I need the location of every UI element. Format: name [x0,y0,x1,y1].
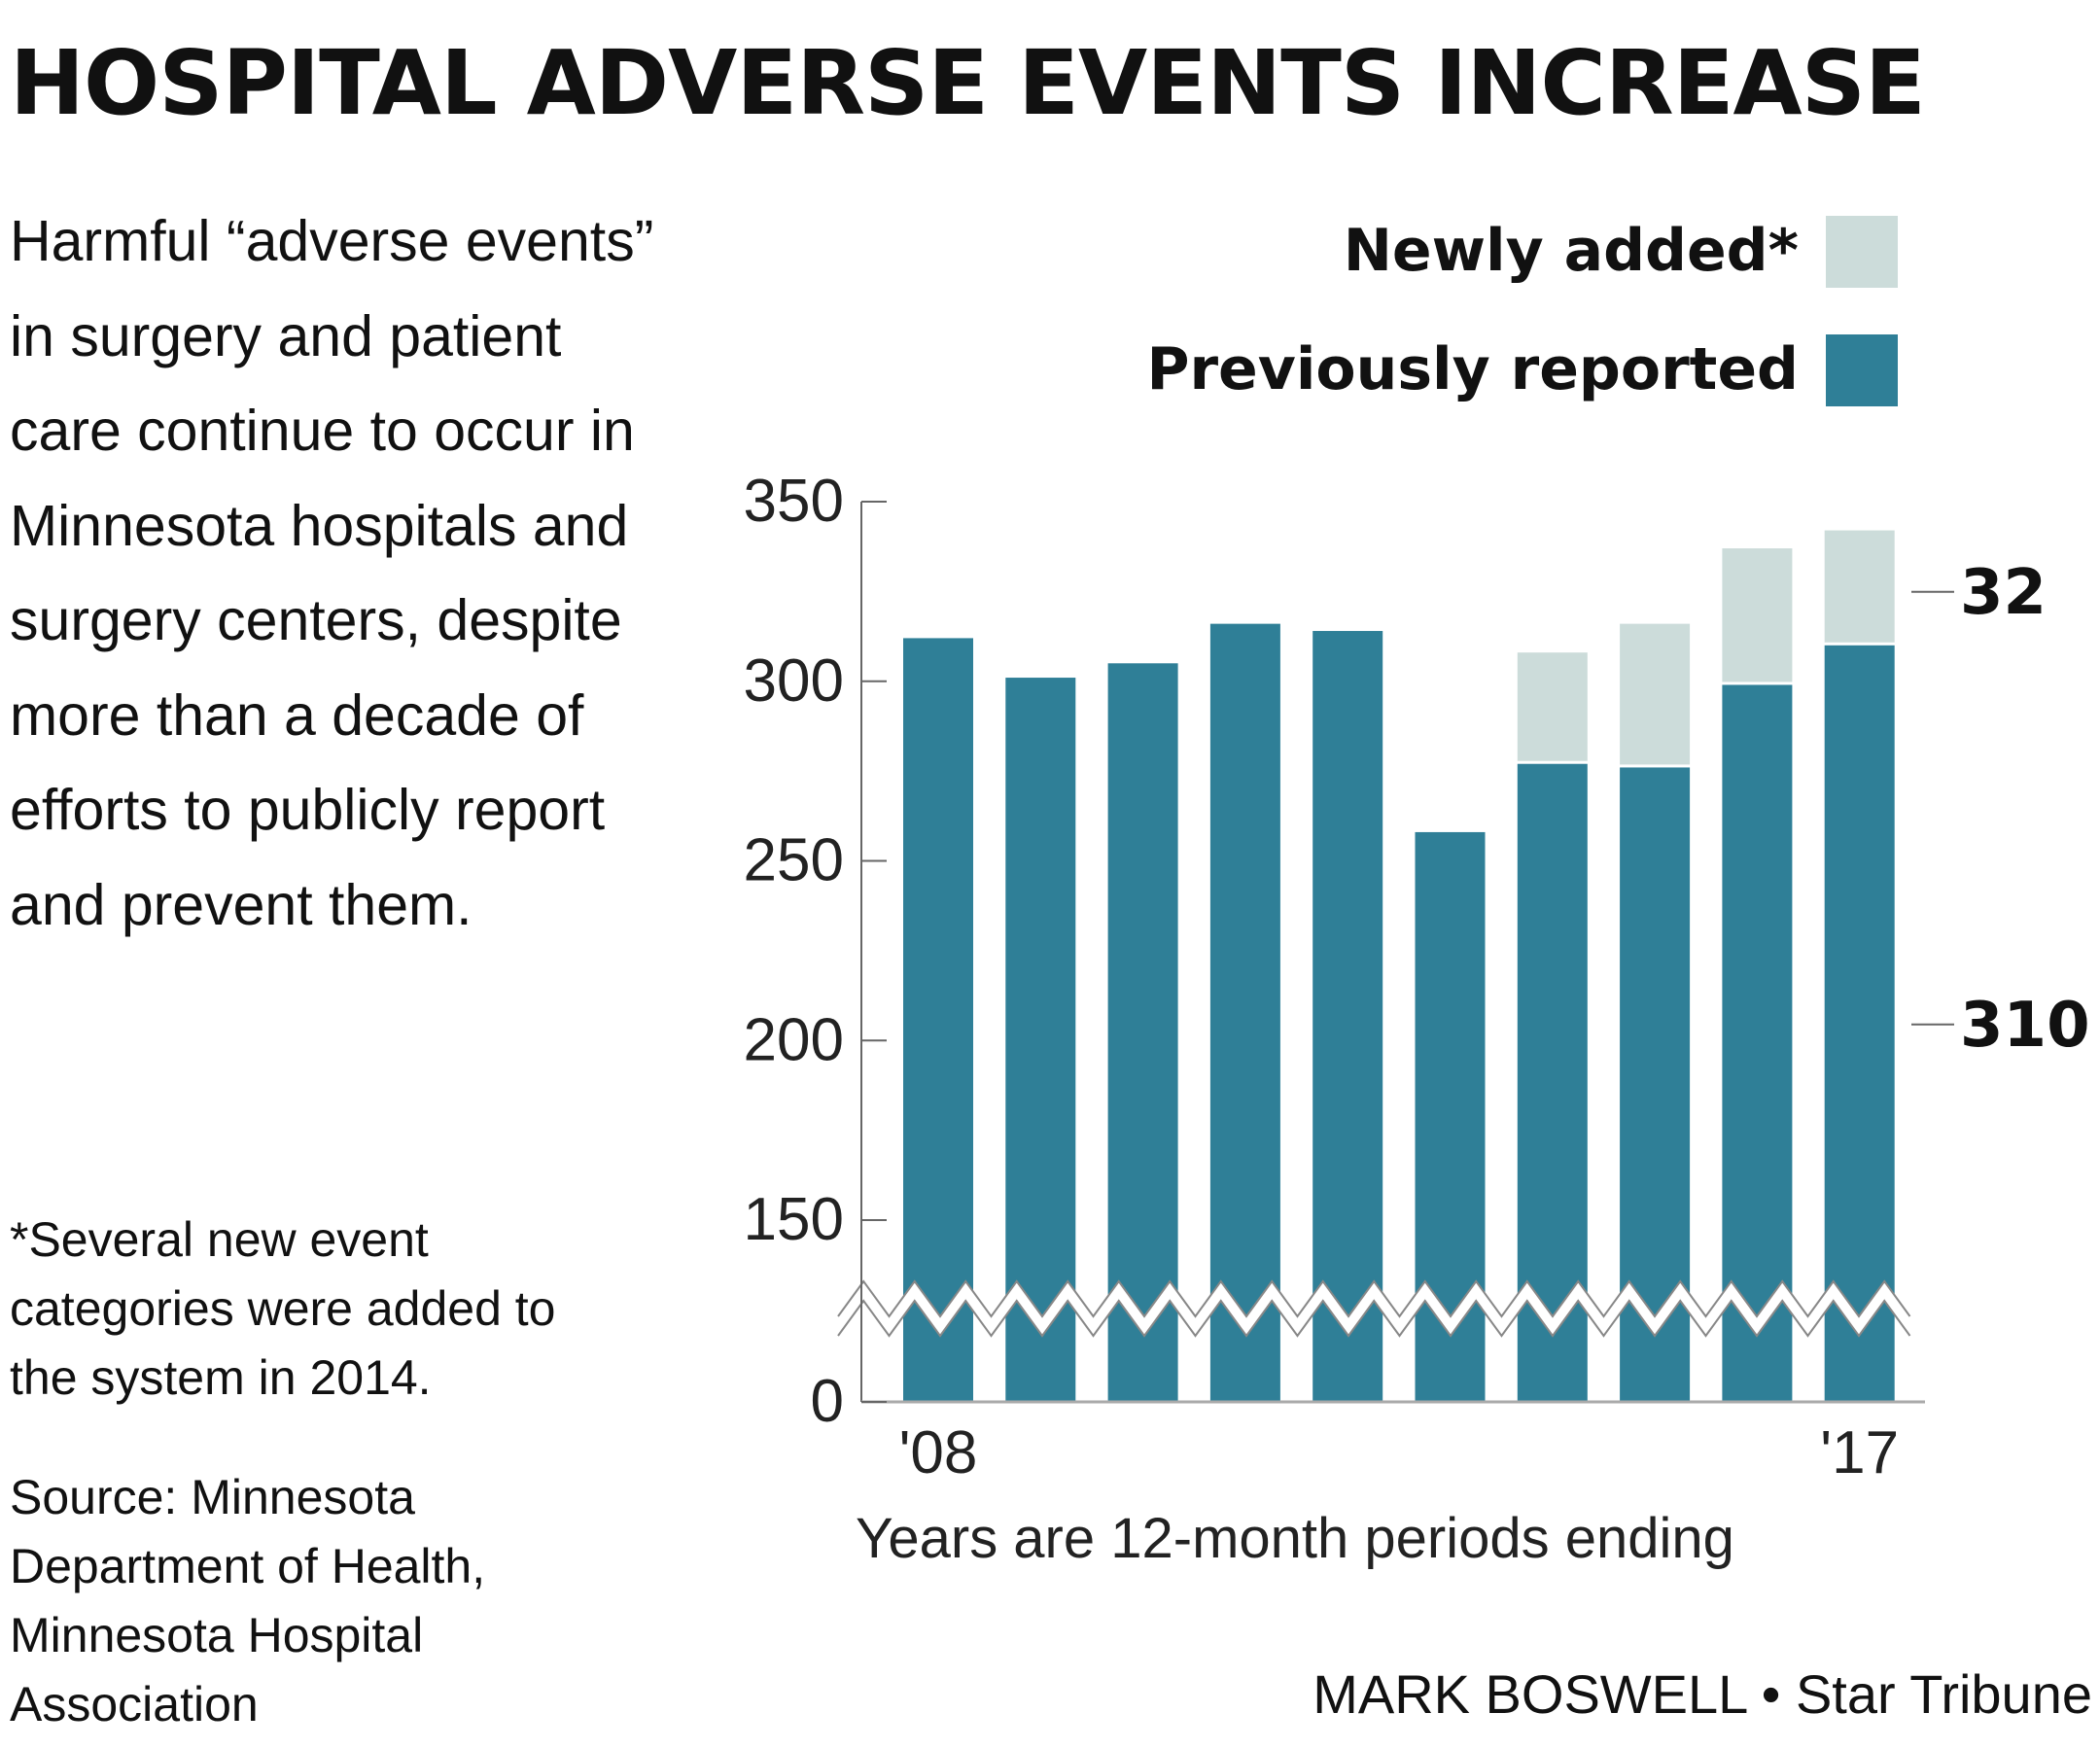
footnote: *Several new event categories were added… [10,1212,556,1405]
y-tick-label: 200 [744,1006,844,1073]
axis-break-edge [837,1279,1911,1318]
bar-newly-added [1517,652,1588,761]
bar-previously-reported [1107,663,1178,1402]
bar-previously-reported [1415,831,1486,1402]
bar-group [903,530,1895,1402]
callout-label: 310 [1960,990,2090,1062]
y-tick-label: 150 [744,1186,844,1253]
bar-previously-reported [1620,767,1691,1402]
bar-previously-reported [1824,645,1895,1402]
y-tick-label: 250 [744,827,844,894]
chart-legend: Newly added* Previously reported [1146,216,1898,406]
axis-break-edge [837,1299,1911,1338]
source-note: Source: Minnesota Department of Health, … [10,1470,486,1731]
legend-swatch [1826,216,1898,288]
credit-line: MARK BOSWELL • Star Tribune [1312,1663,2092,1725]
legend-label: Newly added* [1344,217,1799,285]
bar-newly-added [1824,530,1895,643]
bar-newly-added [1722,548,1793,682]
chart-title: HOSPITAL ADVERSE EVENTS INCREASE [10,31,1926,135]
axis-break-band [838,1281,1910,1336]
x-tick-label: '17 [1820,1419,1899,1486]
chart-axes: 0 150 200 250 300 350 '08 '17 [744,468,1925,1486]
bar-newly-added [1620,623,1691,765]
bar-previously-reported [1209,623,1280,1402]
y-tick-label: 0 [811,1368,844,1435]
legend-label: Previously reported [1146,335,1799,403]
chart-description: Harmful “adverse events” in surgery and … [10,209,654,937]
bar-previously-reported [1517,763,1588,1402]
y-tick-label: 300 [744,647,844,715]
bar-previously-reported [1312,631,1383,1402]
callout-label: 32 [1960,557,2047,629]
axis-break [837,1279,1911,1338]
y-tick-label: 350 [744,468,844,535]
x-axis-note: Years are 12-month periods ending [856,1507,1734,1570]
bar-previously-reported [903,638,973,1402]
x-tick-label: '08 [899,1419,978,1486]
legend-swatch [1826,334,1898,406]
chart-callouts: 32 310 [1911,557,2090,1062]
